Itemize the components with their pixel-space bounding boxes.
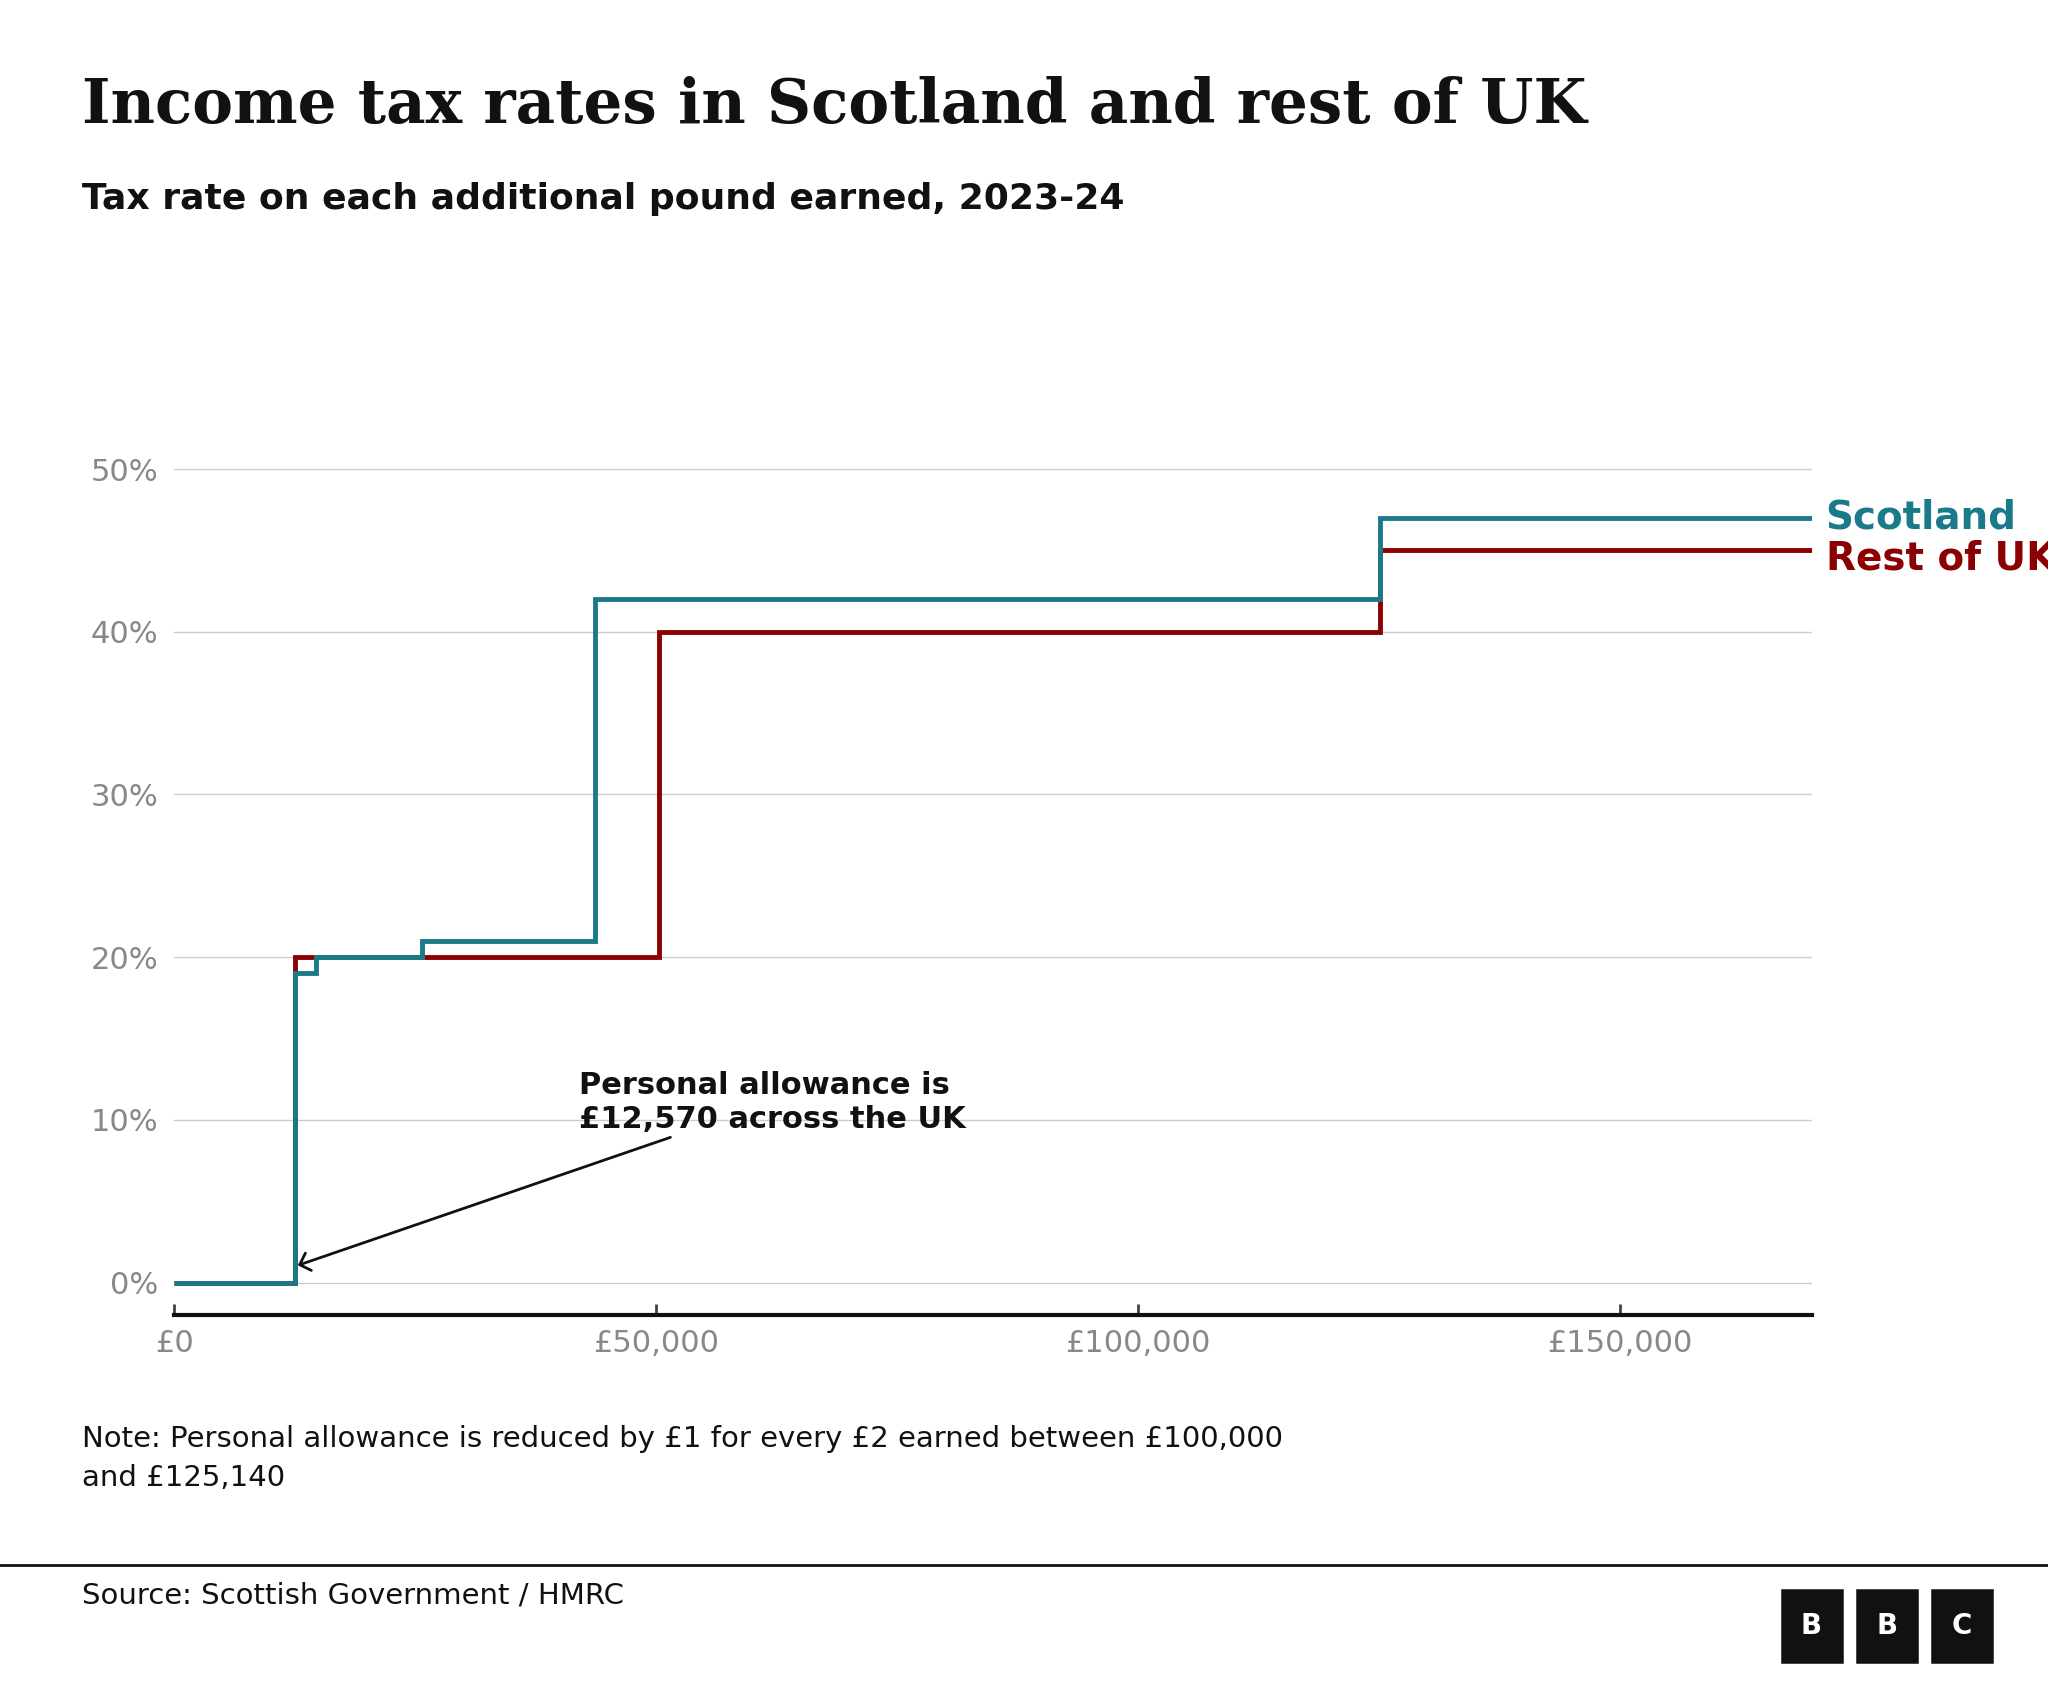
Bar — [1929, 1587, 1995, 1666]
Bar — [1853, 1587, 1919, 1666]
Text: B: B — [1876, 1612, 1898, 1640]
Text: B: B — [1800, 1612, 1823, 1640]
Text: Personal allowance is
£12,570 across the UK: Personal allowance is £12,570 across the… — [299, 1071, 965, 1271]
Text: Scotland: Scotland — [1825, 499, 2017, 536]
Text: Income tax rates in Scotland and rest of UK: Income tax rates in Scotland and rest of… — [82, 76, 1587, 137]
Bar — [1778, 1587, 1845, 1666]
Text: Source: Scottish Government / HMRC: Source: Scottish Government / HMRC — [82, 1581, 625, 1610]
Text: Rest of UK: Rest of UK — [1825, 540, 2048, 578]
Text: Tax rate on each additional pound earned, 2023-24: Tax rate on each additional pound earned… — [82, 182, 1124, 216]
Text: C: C — [1952, 1612, 1972, 1640]
Text: Note: Personal allowance is reduced by £1 for every £2 earned between £100,000
a: Note: Personal allowance is reduced by £… — [82, 1425, 1282, 1492]
